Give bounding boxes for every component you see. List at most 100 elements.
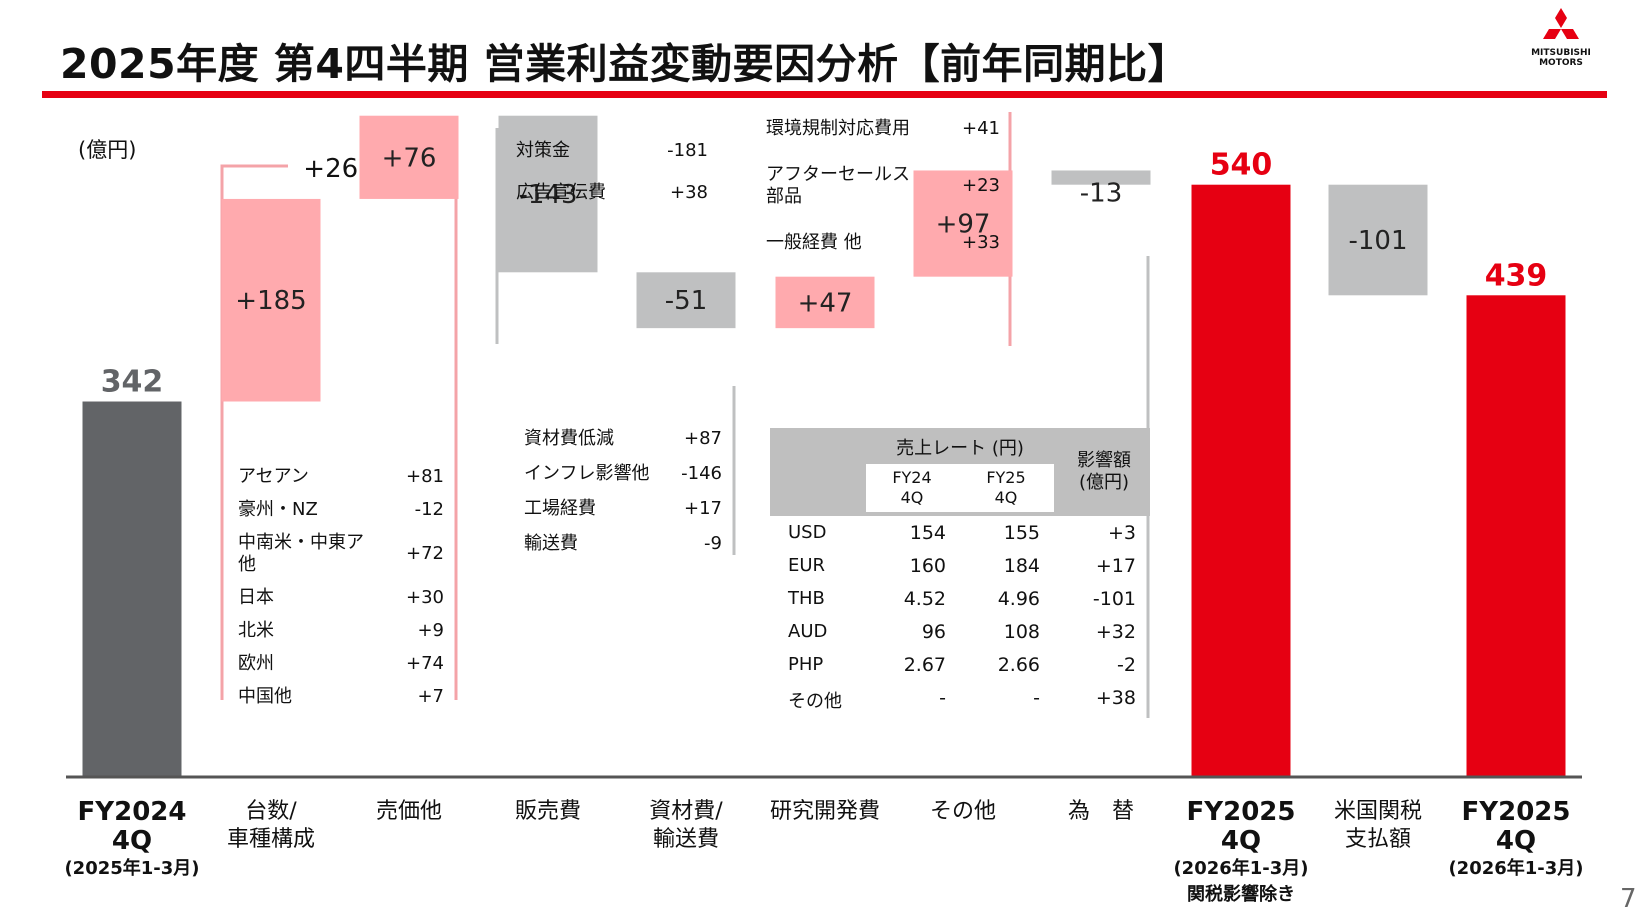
bar-1 — [221, 198, 321, 402]
bar-9 — [1328, 184, 1428, 296]
fx-fy25: 4.96 — [997, 588, 1040, 610]
fx-ccy: USD — [788, 522, 827, 543]
breakdown-value: +87 — [684, 428, 722, 449]
bar-label-8: 540 — [1210, 148, 1273, 183]
category-label-10: FY2025 4Q (2026年1-3月) — [1441, 798, 1591, 882]
fx-fy25: - — [1033, 687, 1040, 709]
title-underline — [42, 91, 1607, 98]
bar-5 — [775, 276, 875, 329]
bar-label-2: +76 — [382, 143, 437, 173]
breakdown-value: +81 — [406, 466, 444, 487]
category-sub1: (2026年1-3月) — [1448, 858, 1584, 879]
breakdown-label: 中国他 — [238, 686, 292, 707]
breakdown-value: -9 — [704, 533, 722, 554]
category-line1: その他 — [929, 799, 996, 824]
breakdown-label: 一般経費 他 — [766, 232, 862, 253]
bar-8 — [1191, 184, 1291, 776]
category-line2: 車種構成 — [226, 827, 315, 852]
fx-fy25: 2.66 — [997, 654, 1040, 676]
fx-impact: +17 — [1095, 555, 1136, 577]
breakdown-value: -181 — [667, 140, 708, 161]
bar-2 — [359, 115, 459, 199]
category-label-4: 資材費/輸送費 — [611, 798, 761, 854]
category-line1: 研究開発費 — [769, 799, 880, 824]
breakdown-value: +41 — [962, 118, 1000, 139]
bar-label-1: +185 — [235, 286, 306, 316]
category-sub1: (2025年1-3月) — [64, 858, 200, 879]
fx-impact: +3 — [1107, 522, 1136, 544]
category-label-1: 台数/車種構成 — [196, 798, 346, 854]
category-line2: 4Q — [1220, 826, 1262, 856]
breakdown-label: 北米 — [238, 620, 274, 641]
category-line1: 資材費/ — [649, 799, 723, 824]
fx-fy25: 184 — [1003, 555, 1040, 577]
breakdown-value: +30 — [406, 587, 444, 608]
breakdown-value: +9 — [417, 620, 444, 641]
breakdown-value: -146 — [681, 463, 722, 484]
breakdown-value: +38 — [670, 182, 708, 203]
page-title: 2025年度 第4四半期 営業利益変動要因分析【前年同期比】 — [60, 40, 1190, 88]
category-line1: 売価他 — [375, 799, 442, 824]
breakdown-label: アフターセールス 部品 — [766, 164, 910, 207]
fx-ccy: PHP — [788, 654, 824, 675]
bar-label-5: +47 — [798, 288, 853, 318]
bar-label-0: 342 — [101, 365, 164, 400]
company-logo: MITSUBISHI MOTORS — [1526, 8, 1596, 68]
category-label-0: FY2024 4Q (2025年1-3月) — [57, 798, 207, 882]
category-label-9: 米国関税 支払額 — [1303, 798, 1453, 854]
category-line1: FY2025 — [1186, 797, 1296, 827]
breakdown-label: 広告宣伝費 — [516, 182, 606, 203]
category-label-5: 研究開発費 — [750, 798, 900, 826]
fx-fy24: 154 — [909, 522, 946, 544]
logo-line-2: MOTORS — [1539, 58, 1583, 68]
fx-col-fy25: FY25 4Q — [986, 468, 1026, 507]
fx-header-rate: 売上レート (円) — [896, 438, 1024, 459]
bar-4 — [636, 272, 736, 329]
fx-col-fy24: FY24 4Q — [892, 468, 932, 507]
bar-label-9: -101 — [1348, 226, 1407, 256]
category-line2: 4Q — [111, 826, 153, 856]
category-line1: 米国関税 — [1333, 799, 1422, 824]
category-label-2: 売価他 — [334, 798, 484, 826]
category-line1: 販売費 — [514, 799, 581, 824]
breakdown-value: +7 — [417, 686, 444, 707]
category-line1: FY2024 — [77, 797, 187, 827]
bar-10 — [1466, 295, 1566, 776]
breakdown-value: +17 — [684, 498, 722, 519]
bar-0 — [82, 401, 182, 776]
bar-label-7: -13 — [1080, 179, 1122, 209]
breakdown-label: 欧州 — [238, 653, 274, 674]
category-line2: 4Q — [1495, 826, 1537, 856]
breakdown-label: 日本 — [238, 587, 274, 608]
category-line2: 支払額 — [1344, 827, 1411, 852]
fx-fy24: 2.67 — [903, 654, 946, 676]
fx-fy24: - — [939, 687, 946, 709]
breakdown-value: +33 — [962, 232, 1000, 253]
fx-ccy: THB — [788, 588, 825, 609]
breakdown-label: インフレ影響他 — [524, 463, 650, 484]
fx-impact: +32 — [1095, 621, 1136, 643]
category-label-6: その他 — [888, 798, 1038, 826]
fx-fy24: 96 — [921, 621, 946, 643]
bar-7 — [1051, 170, 1151, 185]
fx-impact: +38 — [1095, 687, 1136, 709]
fx-header-impact: 影響額 (億円) — [1077, 450, 1131, 493]
bar-label-4: -51 — [665, 286, 707, 316]
fx-fy25: 108 — [1003, 621, 1040, 643]
category-label-7: 為 替 — [1026, 798, 1176, 826]
fx-ccy: その他 — [788, 691, 842, 712]
breakdown-label: 豪州・NZ — [238, 499, 318, 520]
bar-6 — [913, 170, 1013, 277]
breakdown-value: -12 — [414, 499, 444, 520]
logo-line-1: MITSUBISHI — [1531, 48, 1591, 58]
breakdown-label: アセアン — [238, 466, 309, 487]
bar-label-6: +97 — [936, 210, 991, 240]
fx-impact: -101 — [1092, 588, 1136, 610]
breakdown-label: 環境規制対応費用 — [766, 118, 910, 139]
breakdown-value: +72 — [406, 543, 444, 564]
breakdown-label: 工場経費 — [524, 498, 596, 519]
category-sub1: (2026年1-3月) — [1173, 858, 1309, 879]
breakdown-label: 資材費低減 — [524, 428, 614, 449]
category-label-8: FY2025 4Q (2026年1-3月) 関税影響除き — [1166, 798, 1316, 908]
